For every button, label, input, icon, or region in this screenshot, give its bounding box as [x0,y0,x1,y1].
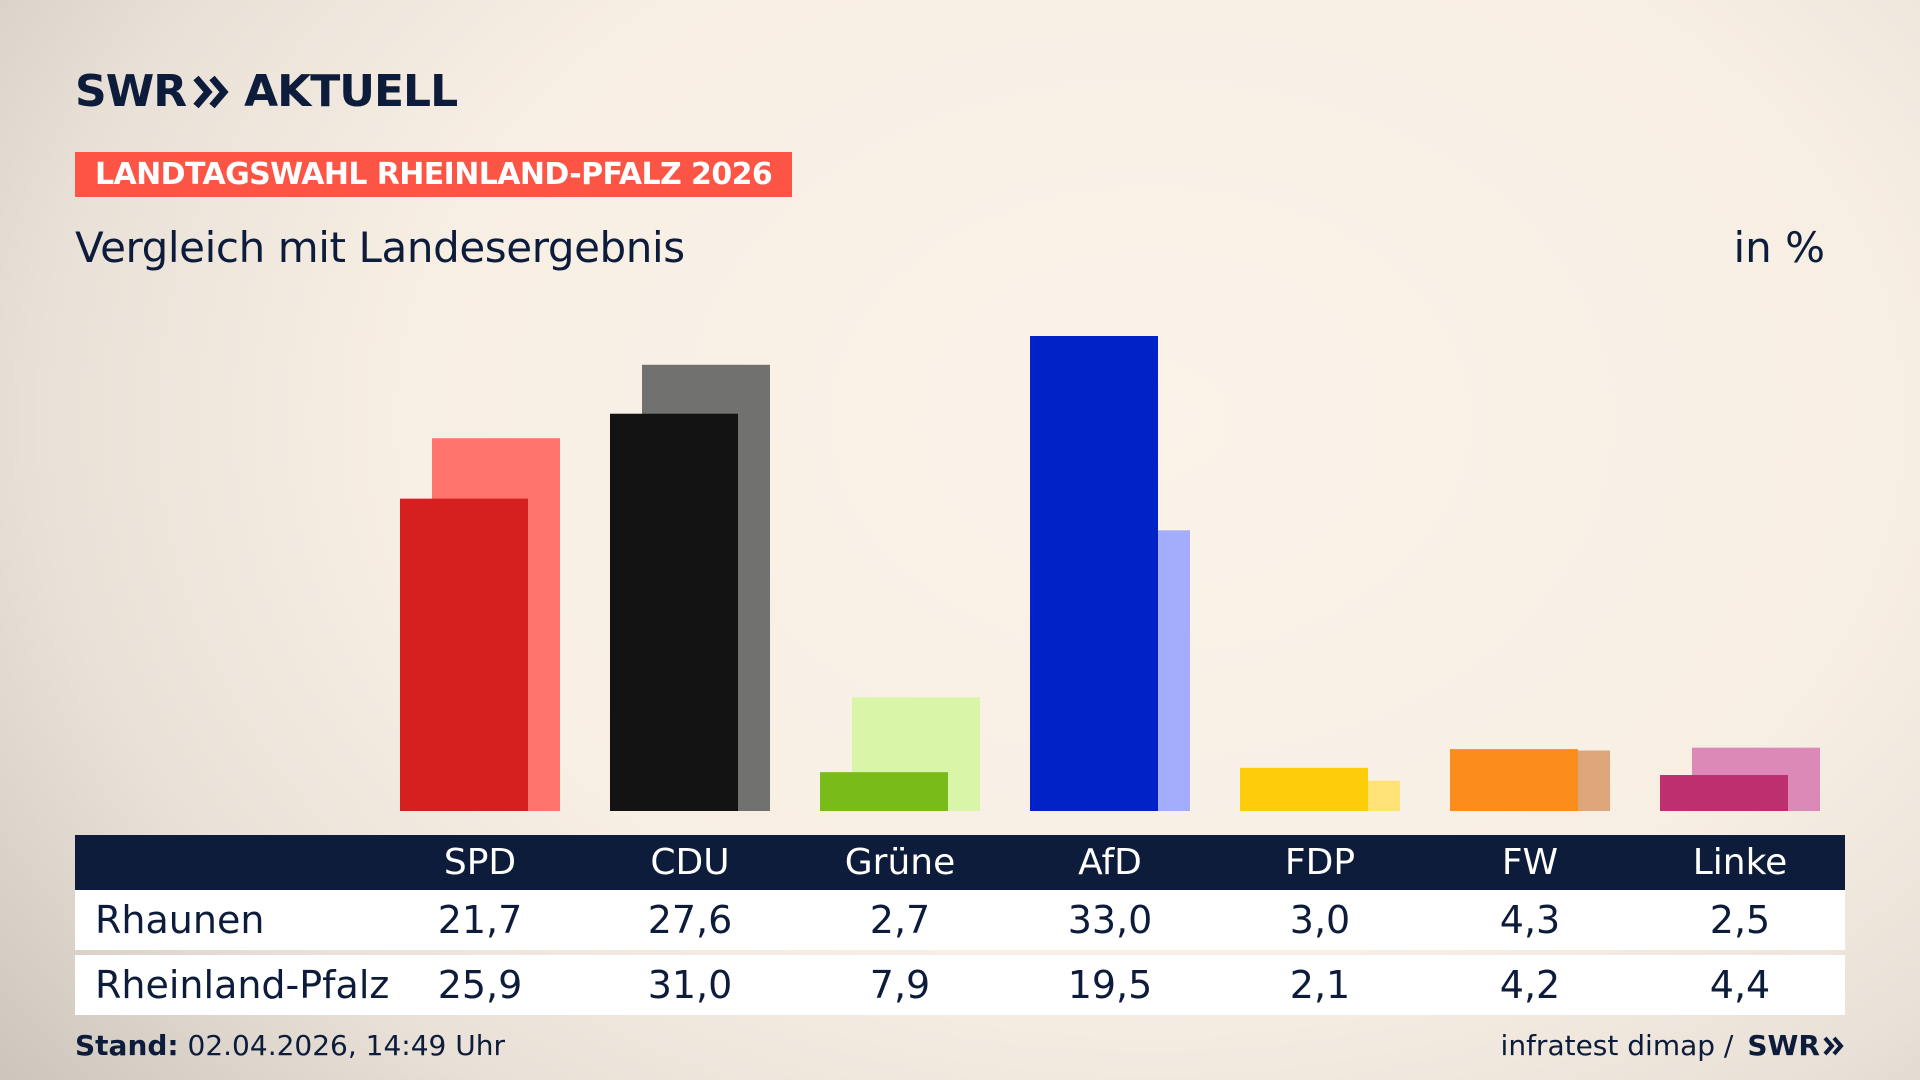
data-label: 3,0 [1289,898,1351,942]
aktuell-logo-text: AKTUELL [244,66,458,117]
data-label: 27,6 [647,898,733,942]
row-label: Rhaunen [95,898,265,942]
double-chevron-icon [193,75,229,109]
column-header-fdp: FDP [1284,842,1356,883]
stand-value: 02.04.2026, 14:49 Uhr [187,1029,505,1062]
data-label: 19,5 [1067,963,1153,1007]
bar-fw-rhaunen [1450,749,1578,811]
bar-cdu-rhaunen [610,413,738,811]
data-label: 2,5 [1709,898,1771,942]
unit-label: in % [1733,223,1825,272]
row-label: Rheinland-Pfalz [95,963,390,1007]
swr-aktuell-logo: SWR AKTUELL [75,66,458,117]
data-label: 31,0 [647,963,733,1007]
column-header-afd: AfD [1078,842,1142,883]
stand-label: Stand: [75,1029,179,1062]
data-label: 33,0 [1067,898,1153,942]
column-header-fw: FW [1501,842,1559,883]
data-label: 4,3 [1499,898,1561,942]
column-header-cdu: CDU [650,842,730,883]
table-row: Rheinland-Pfalz 25,9 31,0 7,9 19,5 2,1 4,2 4,4 [75,955,1845,1015]
bar-linke-rhaunen [1660,775,1788,811]
data-label: 4,4 [1709,963,1771,1007]
results-table: SPD CDU Grüne AfD FDP FW Linke Rhaunen 21,7 27,… [75,835,1845,1015]
table-row: Rhaunen 21,7 27,6 2,7 33,0 3,0 4,3 2,5 [75,890,1845,950]
bar-grüne-rhaunen [820,772,948,811]
timestamp: Stand: 02.04.2026, 14:49 Uhr [75,1028,505,1064]
table-header: SPD CDU Grüne AfD FDP FW Linke [75,835,1845,890]
data-label: 7,9 [869,963,931,1007]
data-label: 21,7 [437,898,523,942]
swr-logo-text: SWR [75,66,187,117]
bar-spd-rhaunen [400,498,528,811]
bar-afd-rhaunen [1030,336,1158,811]
data-label: 2,1 [1289,963,1351,1007]
column-header-linke: Linke [1692,842,1788,883]
swr-small-logo: SWR [1747,1028,1845,1064]
bar-fdp-rhaunen [1240,767,1368,811]
column-header-spd: SPD [443,842,517,883]
column-header-grüne: Grüne [844,842,956,883]
chart-subtitle: Vergleich mit Landesergebnis [75,223,685,272]
source-credit: infratest dimap / SWR [1501,1028,1845,1064]
data-label: 25,9 [437,963,523,1007]
source-text: infratest dimap / [1500,1029,1734,1062]
swr-small-logo-text: SWR [1747,1029,1820,1062]
bar-chart [400,336,1820,811]
double-chevron-icon [1823,1036,1844,1056]
data-label: 4,2 [1499,963,1561,1007]
election-badge: LANDTAGSWAHL RHEINLAND-PFALZ 2026 [75,152,793,197]
data-label: 2,7 [869,898,931,942]
